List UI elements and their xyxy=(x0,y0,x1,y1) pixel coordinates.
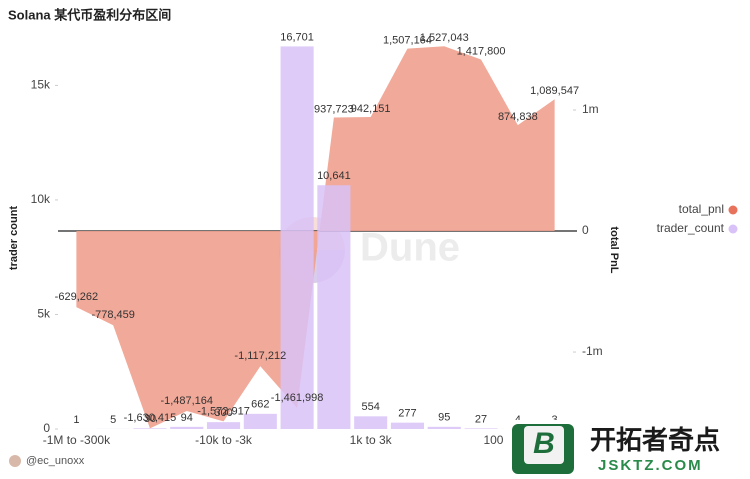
y2-tick-label: 0 xyxy=(582,223,589,237)
data-label: 95 xyxy=(438,412,450,424)
chart-title: Solana 某代币盈利分布区间 xyxy=(8,7,171,22)
bar xyxy=(464,428,498,429)
data-label: 5 xyxy=(110,414,116,426)
data-label: 662 xyxy=(251,399,269,411)
pnl-area xyxy=(76,46,555,429)
bar xyxy=(206,422,241,429)
legend-swatch xyxy=(728,224,738,234)
data-label: 1,089,547 xyxy=(530,85,579,97)
y-tick-label: 0 xyxy=(43,421,50,435)
y2-axis-title: total PnL xyxy=(608,226,620,273)
data-label: 277 xyxy=(398,408,416,420)
data-label: -629,262 xyxy=(55,291,98,303)
data-label: -1,572,917 xyxy=(197,405,250,417)
data-label: 554 xyxy=(361,401,379,413)
data-label: 27 xyxy=(475,413,487,425)
x-tick-label: -10k to -3k xyxy=(195,433,253,447)
brand-watermark: B 开拓者奇点 JSKTZ.COM xyxy=(504,420,750,479)
data-label: 94 xyxy=(181,412,193,424)
bar xyxy=(317,185,351,429)
data-label: -1,487,164 xyxy=(160,395,213,407)
legend-label: total_pnl xyxy=(679,202,724,216)
footer-handle: @ec_unoxx xyxy=(26,455,85,467)
data-label: 942,151 xyxy=(351,103,391,115)
data-label: 874,838 xyxy=(498,111,538,123)
bar xyxy=(390,422,425,429)
watermark-text: Dune xyxy=(360,226,460,270)
brand-name: 开拓者奇点 xyxy=(590,425,720,455)
bar xyxy=(427,426,461,429)
data-label: 300 xyxy=(214,407,232,419)
bar xyxy=(354,416,388,429)
data-label: 937,723 xyxy=(314,103,354,115)
y2-tick-label: -1m xyxy=(582,344,603,358)
y-tick-label: 5k xyxy=(37,307,51,321)
bar xyxy=(133,428,167,429)
avatar xyxy=(9,455,21,467)
data-label: -1,117,212 xyxy=(234,350,286,362)
y-axis-title: trader count xyxy=(8,206,20,271)
brand-letter: B xyxy=(533,427,555,460)
legend-swatch xyxy=(728,205,738,215)
y-tick-label: 15k xyxy=(31,78,51,92)
data-label: 1,527,043 xyxy=(420,32,469,44)
data-label: 1 xyxy=(73,414,79,426)
y2-tick-label: 1m xyxy=(582,102,599,116)
bar xyxy=(280,46,314,430)
data-label: 1,417,800 xyxy=(457,45,506,57)
bar xyxy=(243,413,277,429)
data-label: 30 xyxy=(144,413,156,425)
x-tick-label: 1k to 3k xyxy=(350,433,393,447)
data-label: -778,459 xyxy=(91,309,134,321)
data-label: 4 xyxy=(515,414,521,426)
data-label: 1,507,164 xyxy=(383,35,432,47)
data-label: -1,630,415 xyxy=(124,412,177,424)
data-label: 16,701 xyxy=(280,31,314,43)
brand-logo-inner xyxy=(524,426,564,464)
brand-url: JSKTZ.COM xyxy=(598,457,703,474)
bar xyxy=(170,426,204,429)
data-label: 10,641 xyxy=(317,170,351,182)
y-tick-label: 10k xyxy=(31,192,51,206)
x-tick-label: -1M to -300k xyxy=(43,433,111,447)
data-label: 3 xyxy=(552,414,558,426)
data-label: -1,461,998 xyxy=(271,392,324,404)
legend-label: trader_count xyxy=(657,221,725,235)
